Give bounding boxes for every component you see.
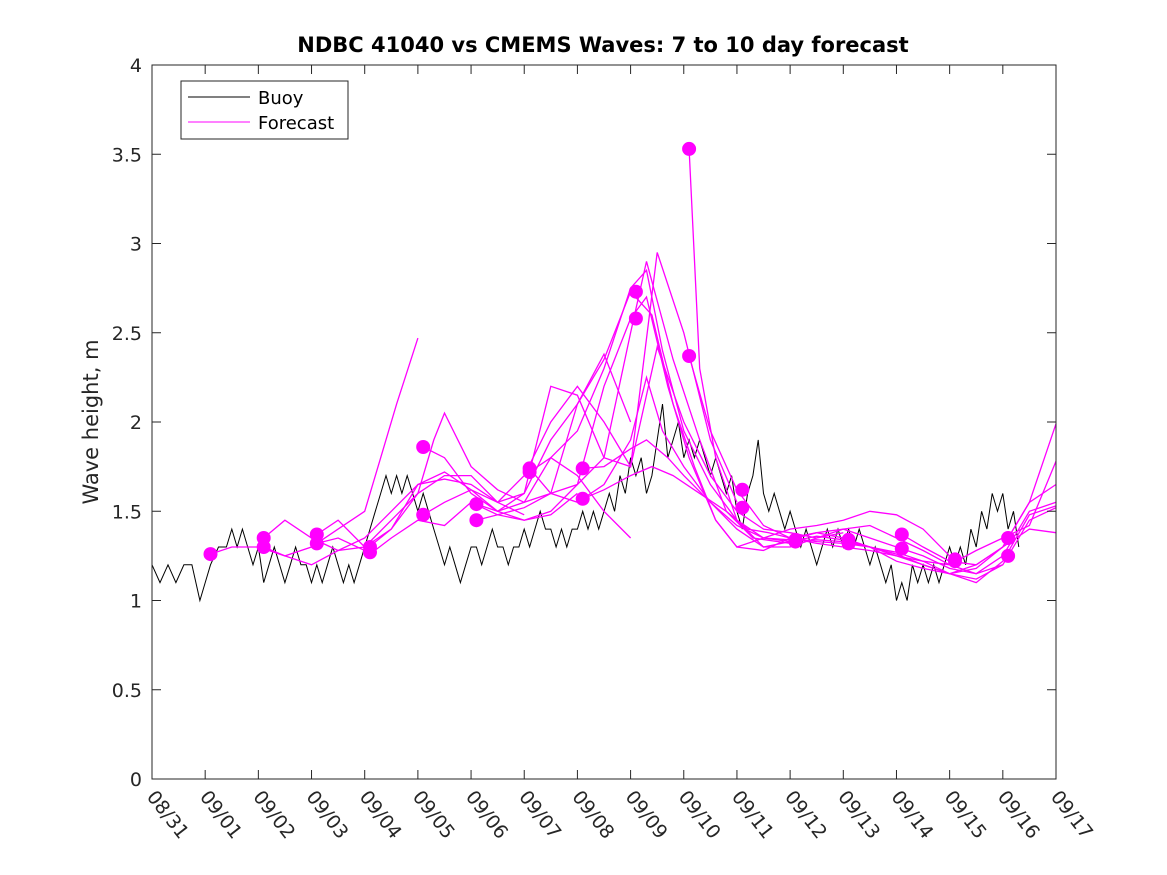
forecast-line-9 xyxy=(476,290,951,557)
y-tick-label: 0 xyxy=(130,769,142,791)
forecast-line-12 xyxy=(529,456,632,539)
y-tick-label: 3.5 xyxy=(112,144,142,166)
y-axis-label: Wave height, m xyxy=(79,339,103,504)
legend-box xyxy=(180,80,349,140)
forecast-start-marker xyxy=(841,536,856,551)
y-tick-label: 0.5 xyxy=(112,680,142,702)
forecast-line-8 xyxy=(422,344,897,548)
legend: Buoy Forecast xyxy=(180,80,349,140)
forecast-start-marker xyxy=(1001,531,1016,545)
y-tick-label: 3 xyxy=(130,234,142,256)
legend-buoy-label: Buoy xyxy=(258,88,304,109)
forecast-line-2 xyxy=(263,474,525,566)
forecast-line-18 xyxy=(901,501,1057,575)
y-tick-label: 1.5 xyxy=(112,501,142,523)
forecast-start-marker xyxy=(203,547,218,562)
plot-frame xyxy=(151,64,1057,780)
forecast-start-marker xyxy=(894,527,909,542)
forecast-start-marker xyxy=(735,500,750,515)
forecast-start-marker xyxy=(416,507,431,522)
forecast-start-marker xyxy=(469,513,484,528)
legend-forecast-label: Forecast xyxy=(258,113,334,134)
forecast-start-marker xyxy=(735,482,750,497)
forecast-line-14 xyxy=(582,465,1057,584)
y-tick-label: 2 xyxy=(130,412,142,434)
buoy-series-line xyxy=(151,404,1020,603)
forecast-start-marker xyxy=(682,349,697,363)
forecast-start-marker xyxy=(628,284,643,299)
forecast-start-marker xyxy=(522,465,537,479)
forecast-start-marker xyxy=(363,545,377,560)
y-tick-label: 2.5 xyxy=(112,323,142,345)
forecast-start-marker xyxy=(575,461,590,476)
forecast-line-17 xyxy=(901,423,1057,566)
forecast-start-marker xyxy=(416,440,431,454)
forecast-line-1 xyxy=(210,337,419,557)
forecast-start-marker xyxy=(1001,548,1016,563)
forecast-start-marker xyxy=(575,491,590,506)
forecast-start-marker xyxy=(256,540,271,554)
forecast-start-marker xyxy=(788,534,803,549)
series-layer xyxy=(151,141,1057,603)
forecast-start-marker xyxy=(948,554,962,569)
y-tick-label: 1 xyxy=(130,591,142,613)
forecast-start-marker xyxy=(894,541,909,556)
forecast-start-marker xyxy=(628,311,643,326)
forecast-start-marker xyxy=(469,497,484,512)
forecast-line-7 xyxy=(422,268,844,548)
y-tick-label: 4 xyxy=(130,55,142,77)
forecast-start-marker xyxy=(309,536,324,551)
forecast-start-marker xyxy=(682,141,697,156)
chart-title: NDBC 41040 vs CMEMS Waves: 7 to 10 day f… xyxy=(297,33,908,57)
